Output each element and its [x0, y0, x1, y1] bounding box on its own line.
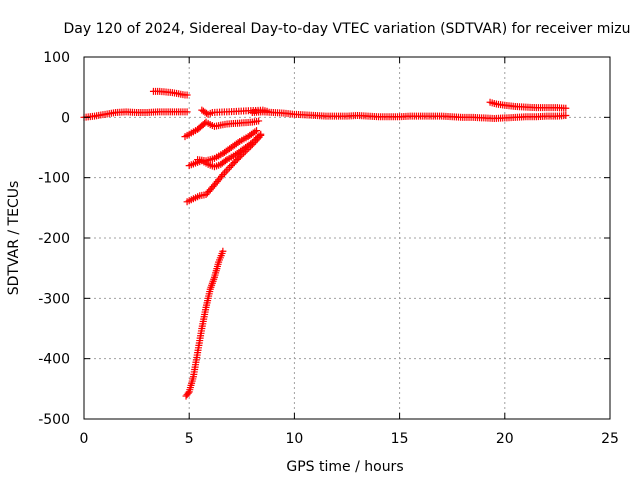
data-point — [221, 157, 229, 165]
series-dip-5h — [181, 117, 263, 141]
data-point — [252, 135, 260, 143]
data-point — [251, 128, 259, 136]
y-tick-label: -400 — [38, 352, 70, 368]
data-point — [183, 108, 191, 116]
data-point — [234, 139, 242, 147]
y-tick-label: -500 — [38, 412, 70, 428]
data-point — [233, 155, 241, 163]
x-tick-label: 15 — [391, 431, 409, 447]
data-point — [257, 130, 265, 138]
series-ramp-a — [183, 131, 265, 206]
x-tick-label: 10 — [285, 431, 303, 447]
y-tick-label: -300 — [38, 291, 70, 307]
x-axis-title: GPS time / hours — [286, 459, 403, 475]
chart-title: Day 120 of 2024, Sidereal Day-to-day VTE… — [64, 21, 631, 37]
data-point — [255, 117, 263, 125]
data-point — [219, 247, 227, 255]
data-point — [229, 160, 237, 168]
series-late-arc — [486, 98, 570, 112]
data-point — [248, 139, 256, 147]
data-point — [230, 158, 238, 166]
series-mid-day — [248, 108, 570, 123]
data-point — [232, 157, 240, 165]
data-point — [227, 162, 235, 170]
x-tick-label: 25 — [601, 431, 619, 447]
data-point — [184, 389, 192, 397]
y-tick-label: 100 — [43, 50, 70, 66]
data-point — [253, 134, 261, 142]
data-point — [217, 172, 225, 180]
series-ramp-c — [194, 127, 261, 165]
x-tick-label: 20 — [496, 431, 514, 447]
data-point — [263, 107, 271, 115]
series-early-peak — [149, 87, 191, 99]
x-tick-label: 5 — [185, 431, 194, 447]
y-tick-label: 0 — [61, 110, 70, 126]
axis-ticks: 0 5 10 15 20 25 100 0 -100 -200 -300 -400 -500 — [38, 50, 619, 447]
series-deep-plunge — [182, 247, 227, 400]
x-tick-label: 0 — [80, 431, 89, 447]
data-point — [562, 104, 570, 112]
series-isolated — [198, 106, 271, 118]
data-point — [255, 132, 263, 140]
data-point — [253, 127, 261, 135]
y-tick-label: -100 — [38, 171, 70, 187]
y-tick-label: -200 — [38, 231, 70, 247]
data-points — [80, 87, 570, 400]
y-axis-title: SDTVAR / TECUs — [6, 181, 22, 296]
data-point — [250, 137, 258, 145]
data-point — [562, 112, 570, 120]
series-baseline-early — [80, 108, 191, 121]
data-point — [183, 91, 191, 99]
